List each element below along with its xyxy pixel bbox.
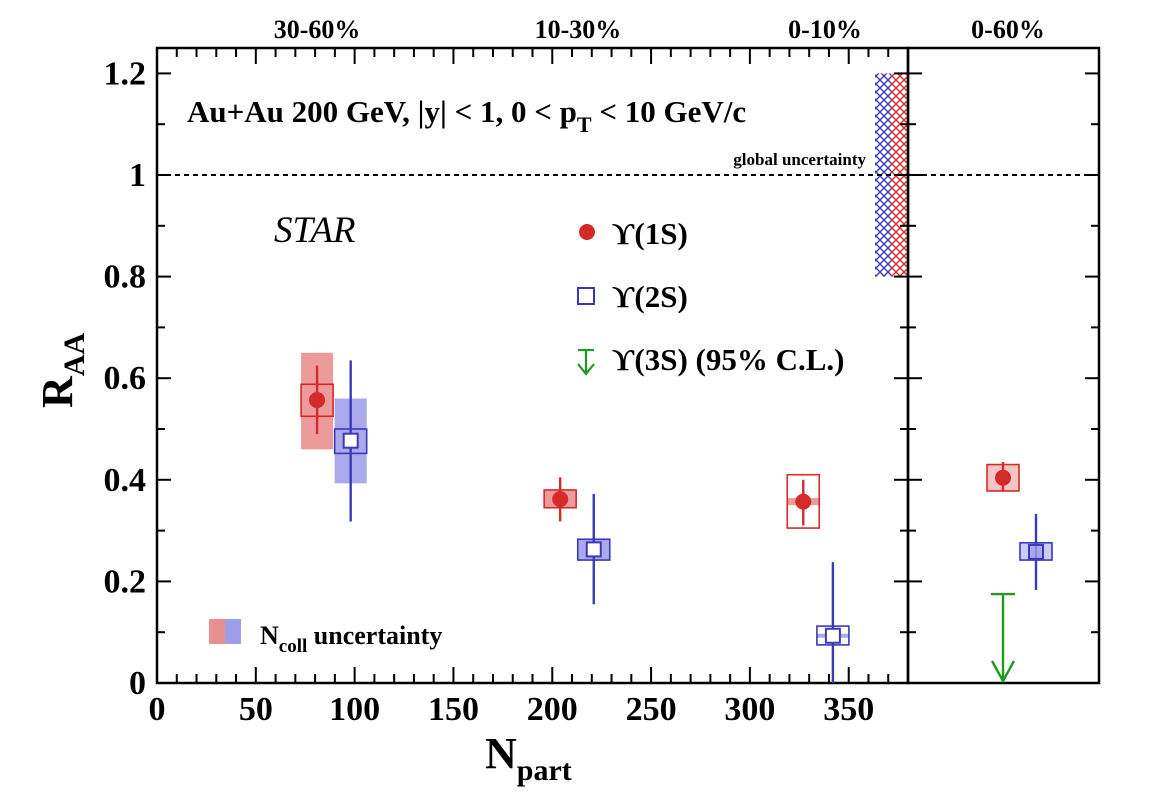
- y-tick-label: 0.8: [104, 259, 147, 296]
- x-tick-label: 100: [329, 691, 380, 728]
- series-1-integrated-marker: [1028, 543, 1044, 560]
- legend-1s-marker: [579, 224, 595, 240]
- y-tick-label: 0.4: [104, 462, 147, 499]
- x-tick-label: 350: [823, 691, 874, 728]
- integrated-panel-frame: [906, 46, 1101, 685]
- centrality-label: 10-30%: [535, 15, 622, 44]
- series-1-point-1-marker: [585, 541, 602, 558]
- legend-1s-label: ϒ(1S): [612, 216, 688, 251]
- legend-3s-label: ϒ(3S) (95% C.L.): [612, 342, 845, 377]
- series-0-point-1-marker: [552, 491, 569, 508]
- experiment-label: STAR: [274, 210, 356, 251]
- x-tick-label: 250: [626, 691, 677, 728]
- legend: ϒ(1S) ϒ(2S) ϒ(3S) (95% C.L.): [577, 216, 845, 377]
- x-tick-label: 200: [527, 691, 578, 728]
- x-tick-label: 150: [428, 691, 479, 728]
- ncoll-label: Ncoll uncertainty: [260, 621, 442, 657]
- centrality-label: 30-60%: [274, 15, 361, 44]
- y-axis-title: RAA: [33, 333, 91, 408]
- y-tick-label: 0.6: [104, 360, 147, 397]
- chart-title: Au+Au 200 GeV, |y| < 1, 0 < pT < 10 GeV/…: [187, 94, 746, 137]
- series-0-point-2-marker: [795, 493, 812, 510]
- legend-3s-marker: [577, 348, 595, 376]
- integrated-panel-label: 0-60%: [971, 15, 1045, 44]
- x-tick-label: 50: [239, 691, 273, 728]
- legend-2s-label: ϒ(2S): [612, 279, 688, 314]
- y-tick-label: 1: [129, 157, 146, 194]
- series-0-integrated-marker: [995, 469, 1011, 486]
- centrality-label: 0-10%: [788, 15, 862, 44]
- ncoll-swatch-blue: [225, 619, 241, 644]
- series-0-point-2-sys-box: [786, 473, 821, 529]
- y-tick-label: 0.2: [104, 563, 147, 600]
- legend-2s-marker: [577, 287, 595, 305]
- y-tick-label: 0: [129, 665, 146, 702]
- x-tick-label: 0: [149, 691, 166, 728]
- series-0-point-0-marker: [309, 392, 326, 409]
- global-uncertainty-band-2s: [875, 73, 891, 277]
- upper-limit-arrowhead: [990, 660, 1016, 684]
- ncoll-swatch-red: [209, 619, 225, 644]
- series-1-point-2-marker: [824, 627, 841, 644]
- y-tick-label: 1.2: [104, 55, 147, 92]
- ncoll-legend: Ncoll uncertainty: [209, 619, 442, 657]
- series-1-point-0-marker: [342, 432, 359, 449]
- x-tick-label: 300: [724, 691, 775, 728]
- global-uncertainty-label: global uncertainty: [733, 150, 866, 169]
- x-axis-title: Npart: [485, 729, 572, 787]
